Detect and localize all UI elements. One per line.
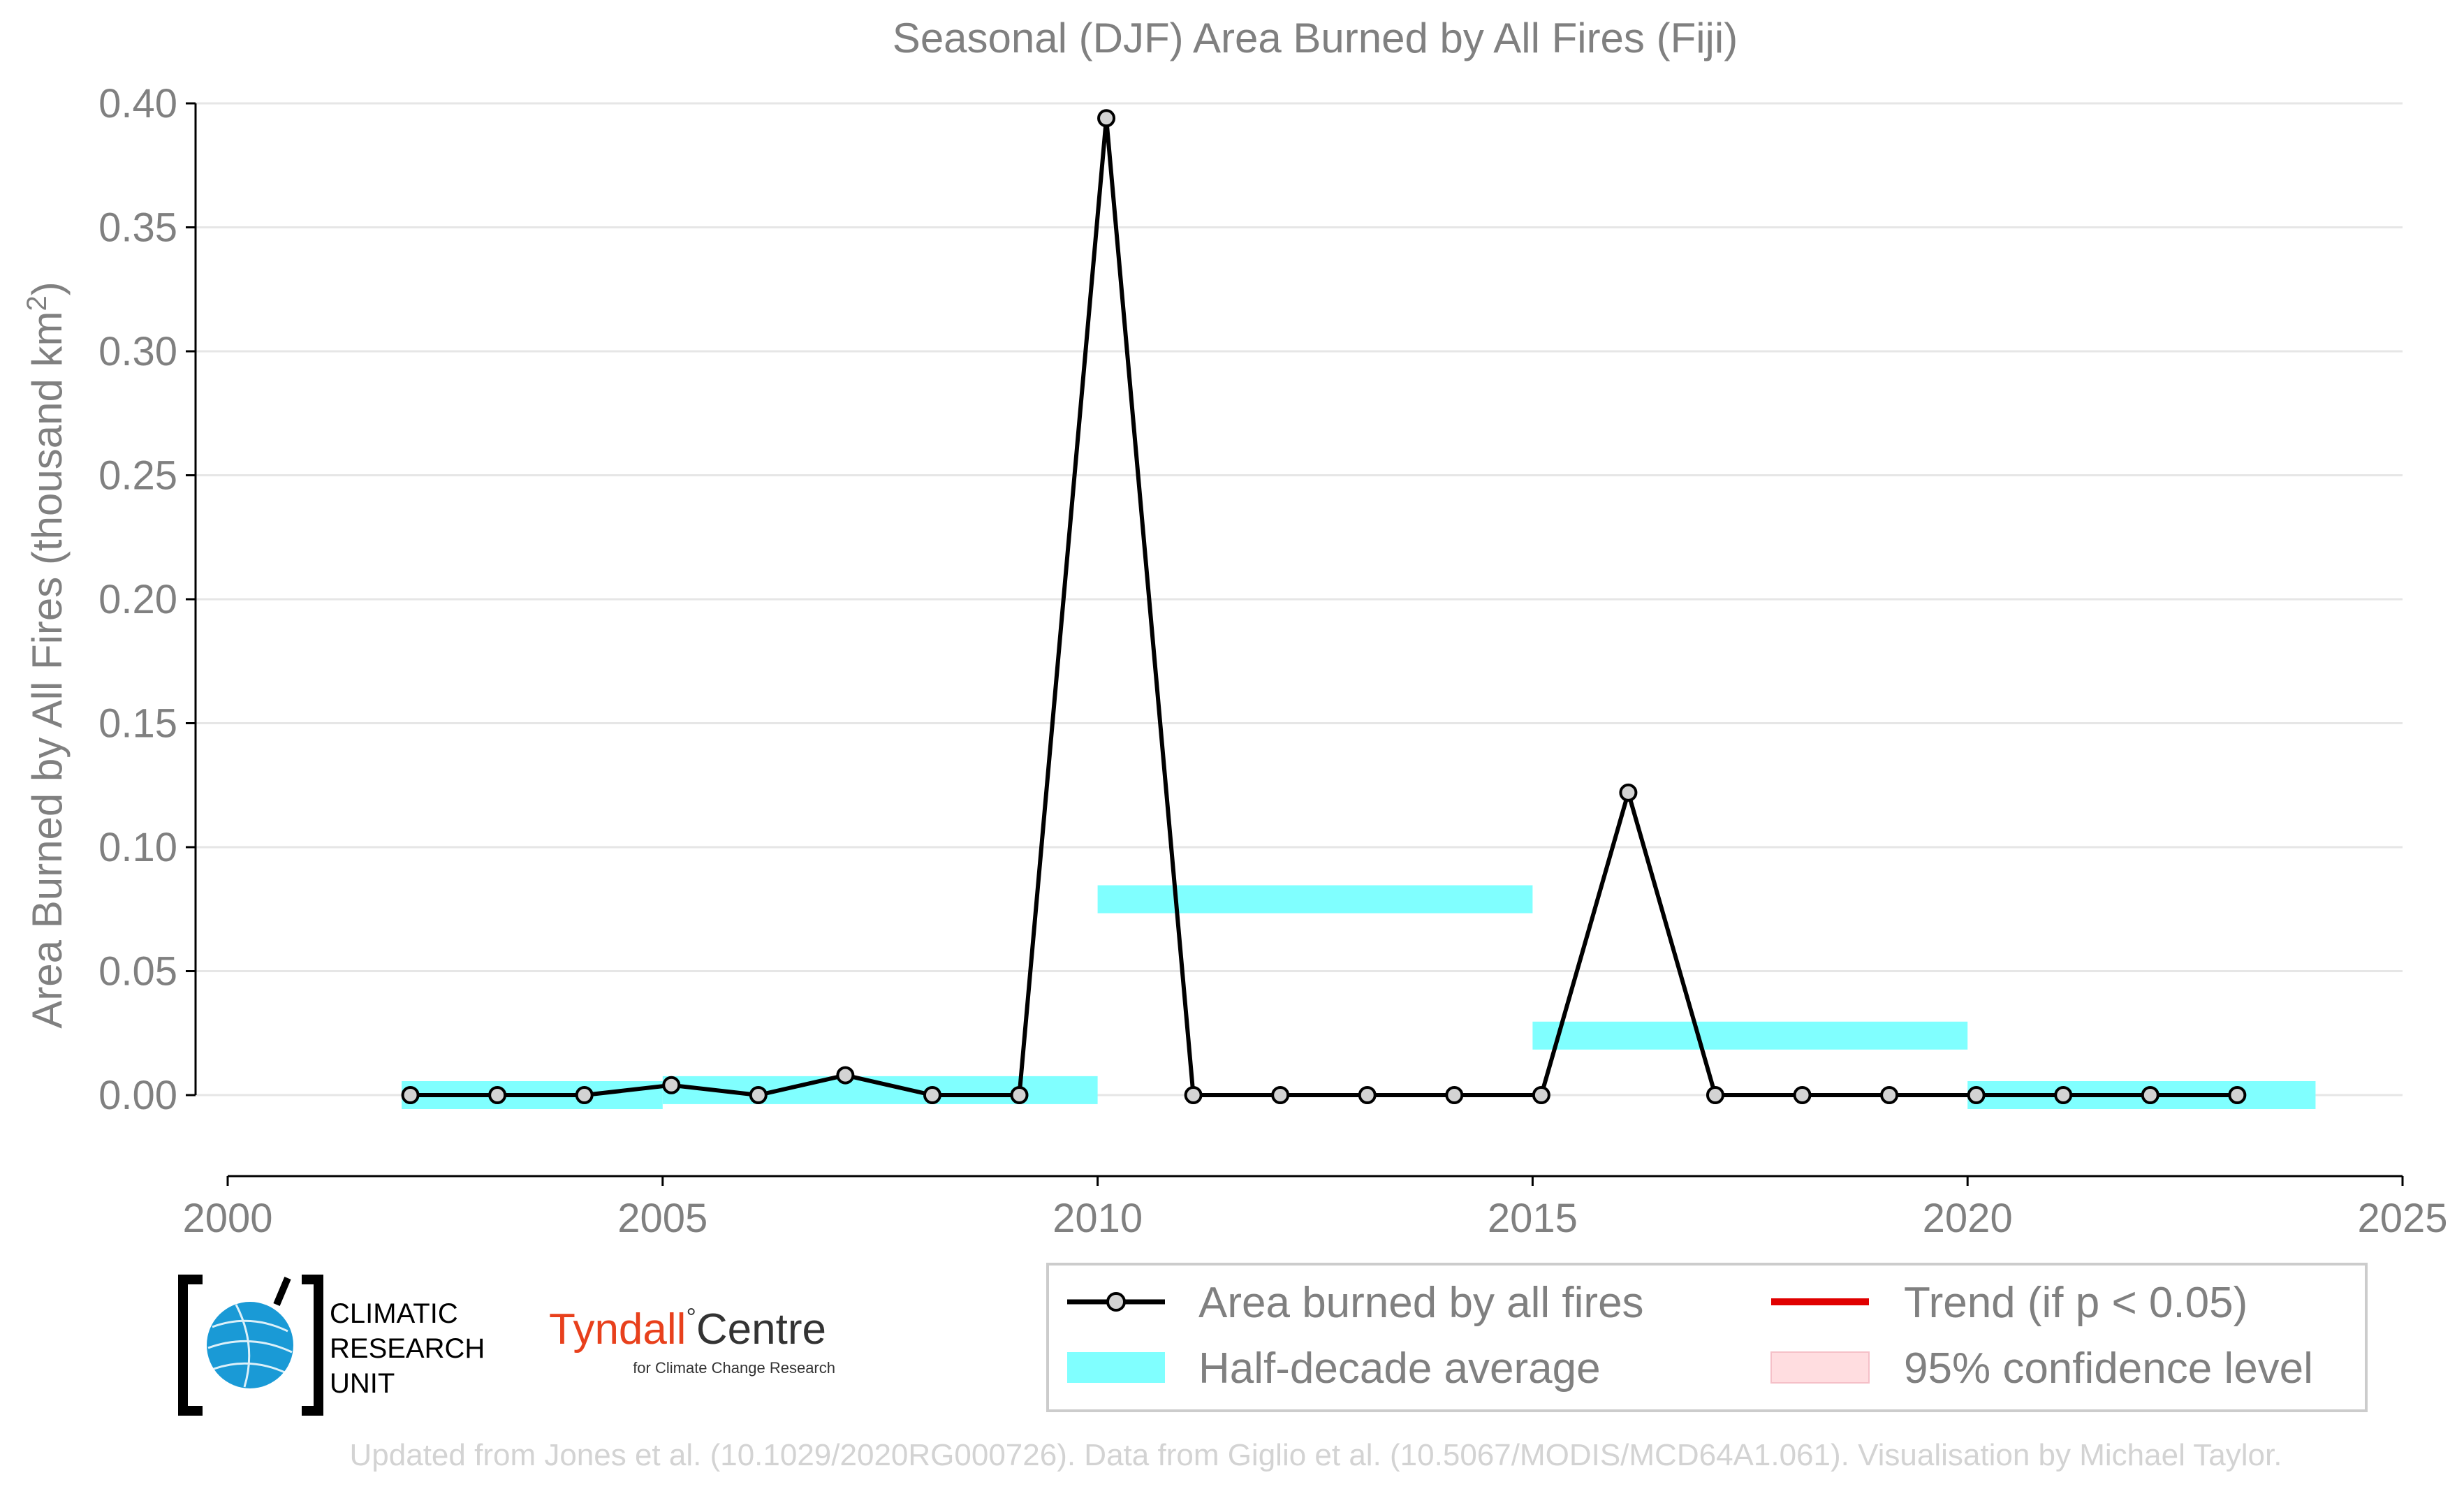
data-point [1793, 1086, 1812, 1104]
legend-frame [1046, 1263, 2368, 1412]
data-point [401, 1086, 420, 1104]
y-tick-label: 0.30 [98, 329, 177, 374]
legend-marker-swatch [1106, 1292, 1126, 1312]
data-point [1097, 109, 1116, 128]
legend-label-half-decade: Half-decade average [1198, 1344, 1601, 1393]
tyndall-logo: Tyndall°Centre for Climate Change Resear… [549, 1303, 835, 1377]
legend-label-confidence: 95% confidence level [1904, 1344, 2313, 1393]
legend-label-area-burned: Area burned by all fires [1198, 1279, 1644, 1327]
y-axis-label-superscript: 2 [22, 295, 52, 311]
y-tick-label: 0.20 [98, 577, 177, 622]
y-tick-label: 0.05 [98, 949, 177, 995]
x-tick-label: 2015 [1488, 1196, 1578, 1241]
y-axis-label: Area Burned by All Fires (thousand km2) [22, 281, 71, 1028]
cru-logo: CLIMATIC RESEARCH UNIT [178, 1275, 485, 1416]
x-tick-label: 2025 [2357, 1196, 2447, 1241]
data-point [1445, 1086, 1464, 1104]
legend: Area burned by all fires Trend (if p < 0… [1046, 1263, 2368, 1412]
data-point [2141, 1086, 2159, 1104]
legend-confidence-swatch [1770, 1351, 1870, 1384]
data-point [1358, 1086, 1377, 1104]
cru-logo-bracket-left [178, 1275, 203, 1416]
y-tick-label: 0.15 [98, 701, 177, 747]
axes [194, 103, 2403, 1178]
data-point [1532, 1086, 1550, 1104]
half-decade-bands [402, 885, 2316, 1109]
cru-logo-bracket-right [302, 1275, 323, 1416]
x-tick-label: 2005 [617, 1196, 707, 1241]
y-axis-label-main: Area Burned by All Fires (thousand km [24, 311, 71, 1029]
data-point [662, 1076, 681, 1094]
data-point [1967, 1086, 1986, 1104]
y-tick-label: 0.40 [98, 81, 177, 126]
data-point [1184, 1086, 1203, 1104]
cru-logo-text-1: CLIMATIC [330, 1298, 458, 1329]
data-point [1880, 1086, 1899, 1104]
x-ticks: 2000 2005 2010 2015 2020 2025 [182, 1176, 2448, 1241]
y-tick-label: 0.25 [98, 453, 177, 499]
tyndall-logo-wordmark: Tyndall°Centre [549, 1303, 826, 1354]
y-tick-label: 0.00 [98, 1073, 177, 1118]
x-tick-label: 2020 [1923, 1196, 2013, 1241]
credit-line: Updated from Jones et al. (10.1029/2020R… [350, 1438, 2282, 1472]
legend-band-swatch [1067, 1352, 1165, 1383]
gridlines [196, 102, 2403, 1096]
data-point [575, 1086, 594, 1104]
y-tick-label: 0.35 [98, 205, 177, 251]
cru-logo-slash [273, 1277, 291, 1306]
series [401, 109, 2247, 1104]
tyndall-logo-name: Tyndall [549, 1305, 686, 1354]
half-decade-band [1097, 885, 1533, 914]
chart-title: Seasonal (DJF) Area Burned by All Fires … [893, 15, 1738, 61]
series-line-area-burned [410, 116, 2238, 1097]
data-point [1619, 783, 1638, 802]
cru-logo-text-2: RESEARCH [330, 1333, 485, 1364]
tyndall-logo-degree: ° [686, 1303, 696, 1331]
data-point [1706, 1086, 1724, 1104]
data-point [1010, 1086, 1029, 1104]
x-tick-label: 2010 [1053, 1196, 1143, 1241]
y-ticks: 0.00 0.05 0.10 0.15 0.20 0.25 0.30 0.35 0.40 [98, 81, 196, 1118]
data-point [1271, 1086, 1290, 1104]
x-tick-label: 2000 [182, 1196, 272, 1241]
data-point [2228, 1086, 2247, 1104]
legend-label-trend: Trend (if p < 0.05) [1904, 1279, 2247, 1327]
data-point [2054, 1086, 2073, 1104]
y-axis-label-close: ) [24, 281, 71, 295]
cru-logo-text-3: UNIT [330, 1368, 395, 1399]
cru-globe-lines [207, 1304, 293, 1388]
data-point [749, 1086, 768, 1104]
data-point [923, 1086, 941, 1104]
tyndall-logo-subtitle: for Climate Change Research [633, 1359, 835, 1377]
tyndall-logo-centre: Centre [696, 1305, 826, 1354]
y-tick-label: 0.10 [98, 825, 177, 870]
data-point [836, 1066, 855, 1085]
data-point [488, 1086, 507, 1104]
half-decade-band [1532, 1021, 1968, 1050]
